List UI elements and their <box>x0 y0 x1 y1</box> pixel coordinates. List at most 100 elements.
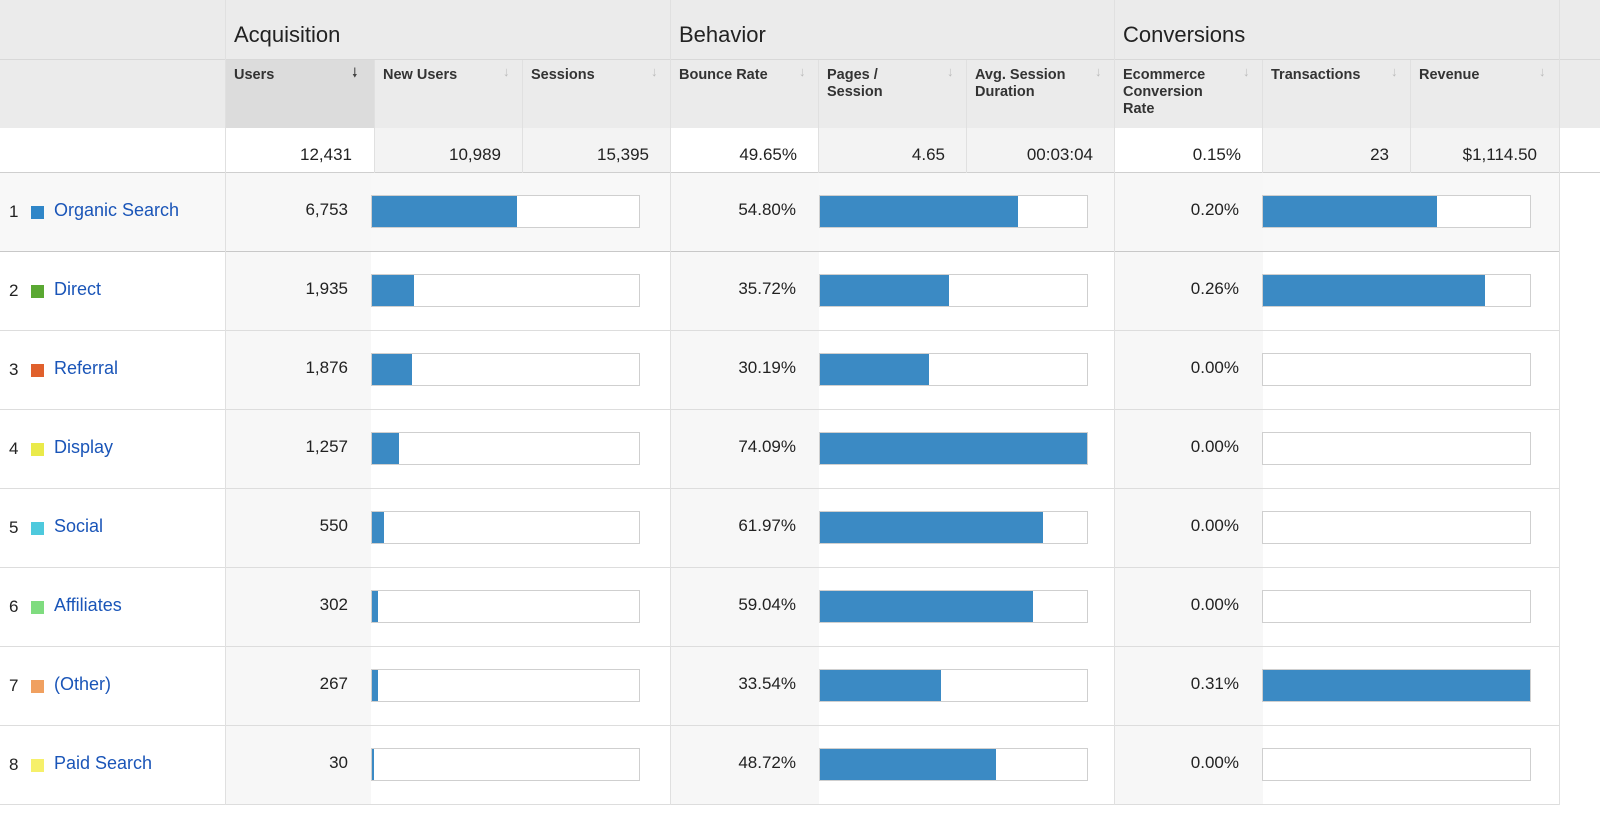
total-users: 12,431 <box>300 145 352 164</box>
bar-track <box>819 195 1088 228</box>
channel-color-swatch <box>31 443 44 456</box>
column-header-line: Ecommerce <box>1123 67 1206 83</box>
bar-fill <box>372 512 384 543</box>
bar-fill <box>820 196 1018 227</box>
column-header-pages-session[interactable]: Pages / Session <box>827 67 883 101</box>
channel-link[interactable]: Organic Search <box>54 200 180 220</box>
channel-link[interactable]: Social <box>54 516 104 536</box>
row-number: 8 <box>9 755 19 774</box>
bar-track <box>1262 432 1531 465</box>
bar-track <box>371 590 640 623</box>
table-row[interactable]: 3 Referral 1,876 30.19% 0.00% <box>0 331 1559 410</box>
channel-link[interactable]: Paid Search <box>54 753 153 773</box>
row-value-cell-background <box>1115 647 1263 726</box>
conversion-rate-value: 0.31% <box>1190 674 1239 693</box>
bar-fill <box>372 591 379 622</box>
conversion-rate-value: 0.26% <box>1190 279 1239 298</box>
row-value-cell-background <box>1115 331 1263 410</box>
sort-arrow-icon[interactable]: ↓ <box>1243 64 1250 79</box>
table-row[interactable]: 4 Display 1,257 74.09% 0.00% <box>0 410 1559 489</box>
row-number: 1 <box>9 202 19 221</box>
row-value-cell-background <box>226 410 371 489</box>
bounce-rate-value: 74.09% <box>738 437 796 456</box>
bar-track <box>819 590 1088 623</box>
row-divider <box>0 567 1559 568</box>
column-header-line: Rate <box>1123 101 1155 117</box>
total-sessions: 15,395 <box>597 145 649 164</box>
bar-fill <box>372 196 517 227</box>
totals-row-background <box>375 128 671 173</box>
sort-arrow-icon[interactable]: ↓ <box>947 64 954 79</box>
bar-fill <box>372 670 378 701</box>
column-divider <box>818 60 819 173</box>
row-divider <box>0 330 1559 331</box>
bar-track <box>1262 353 1531 386</box>
channel-link[interactable]: (Other) <box>54 674 112 694</box>
total-transactions: 23 <box>1370 145 1389 164</box>
channel-link[interactable]: Referral <box>54 358 119 378</box>
column-divider <box>1410 60 1411 173</box>
sort-arrow-icon[interactable]: ↓ <box>799 64 806 79</box>
users-value: 302 <box>319 595 348 614</box>
bar-track <box>1262 669 1531 702</box>
column-header-line: Pages / <box>827 67 878 83</box>
group-title-acquisition: Acquisition <box>234 22 341 47</box>
bar-track <box>1262 590 1531 623</box>
bar-track <box>371 274 640 307</box>
column-header-bounce-rate[interactable]: Bounce Rate <box>679 67 768 83</box>
table-row[interactable]: 1 Organic Search 6,753 54.80% 0.20% <box>0 173 1559 252</box>
row-value-cell-background <box>1115 173 1263 252</box>
table-row[interactable]: 6 Affiliates 302 59.04% 0.00% <box>0 568 1559 647</box>
column-header-line: Avg. Session <box>975 67 1066 83</box>
group-title-conversions: Conversions <box>1123 22 1246 47</box>
bar-track <box>1262 511 1531 544</box>
column-divider <box>1262 60 1263 173</box>
total-revenue: $1,114.50 <box>1462 145 1537 164</box>
sort-arrow-icon[interactable]: ↓ <box>1539 64 1546 79</box>
channel-link[interactable]: Display <box>54 437 114 457</box>
bounce-rate-value: 35.72% <box>738 279 796 298</box>
users-value: 1,257 <box>305 437 348 456</box>
channel-link[interactable]: Direct <box>54 279 102 299</box>
table-row[interactable]: 8 Paid Search 30 48.72% 0.00% <box>0 726 1559 805</box>
sort-arrow-icon[interactable]: ↓ <box>1391 64 1398 79</box>
row-value-cell-background <box>1115 726 1263 805</box>
table-row[interactable]: 5 Social 550 61.97% 0.00% <box>0 489 1559 568</box>
sort-desc-icon[interactable]: 🠗 <box>352 65 358 80</box>
bar-fill <box>820 749 996 780</box>
sort-arrow-icon[interactable]: ↓ <box>651 64 658 79</box>
channel-link[interactable]: Affiliates <box>54 595 122 615</box>
column-header-transactions[interactable]: Transactions <box>1271 67 1361 83</box>
channel-color-swatch <box>31 759 44 772</box>
total-pages-session: 4.65 <box>911 145 945 164</box>
channel-color-swatch <box>31 680 44 693</box>
sort-arrow-icon[interactable]: ↓ <box>1095 64 1102 79</box>
row-value-cell-background <box>226 489 371 568</box>
bar-track <box>1262 274 1531 307</box>
bar-track <box>371 669 640 702</box>
column-header-users[interactable]: Users <box>234 67 275 83</box>
conversion-rate-value: 0.00% <box>1190 595 1239 614</box>
conversion-rate-value: 0.20% <box>1190 200 1239 219</box>
bar-track <box>371 353 640 386</box>
column-header-revenue[interactable]: Revenue <box>1419 67 1480 83</box>
table-row[interactable]: 2 Direct 1,935 35.72% 0.26% <box>0 252 1559 331</box>
row-value-cell-background <box>671 331 819 410</box>
column-divider <box>966 60 967 173</box>
column-divider <box>374 60 375 173</box>
bounce-rate-value: 33.54% <box>738 674 796 693</box>
sort-arrow-icon[interactable]: ↓ <box>503 64 510 79</box>
column-header-ecommerce-conversion-rate[interactable]: Ecommerce Conversion Rate <box>1123 67 1205 118</box>
bar-track <box>819 353 1088 386</box>
bar-track <box>819 511 1088 544</box>
bar-track <box>371 511 640 544</box>
row-value-cell-background <box>1115 489 1263 568</box>
row-value-cell-background <box>226 568 371 647</box>
column-header-new-users[interactable]: New Users <box>383 67 458 83</box>
column-header-sessions[interactable]: Sessions <box>531 67 595 83</box>
column-header-line: Conversion <box>1123 84 1203 100</box>
table-row[interactable]: 7 (Other) 267 33.54% 0.31% <box>0 647 1559 726</box>
bar-track <box>1262 748 1531 781</box>
column-header-avg-session-duration[interactable]: Avg. Session Duration <box>975 67 1066 101</box>
bar-fill <box>1263 275 1486 306</box>
